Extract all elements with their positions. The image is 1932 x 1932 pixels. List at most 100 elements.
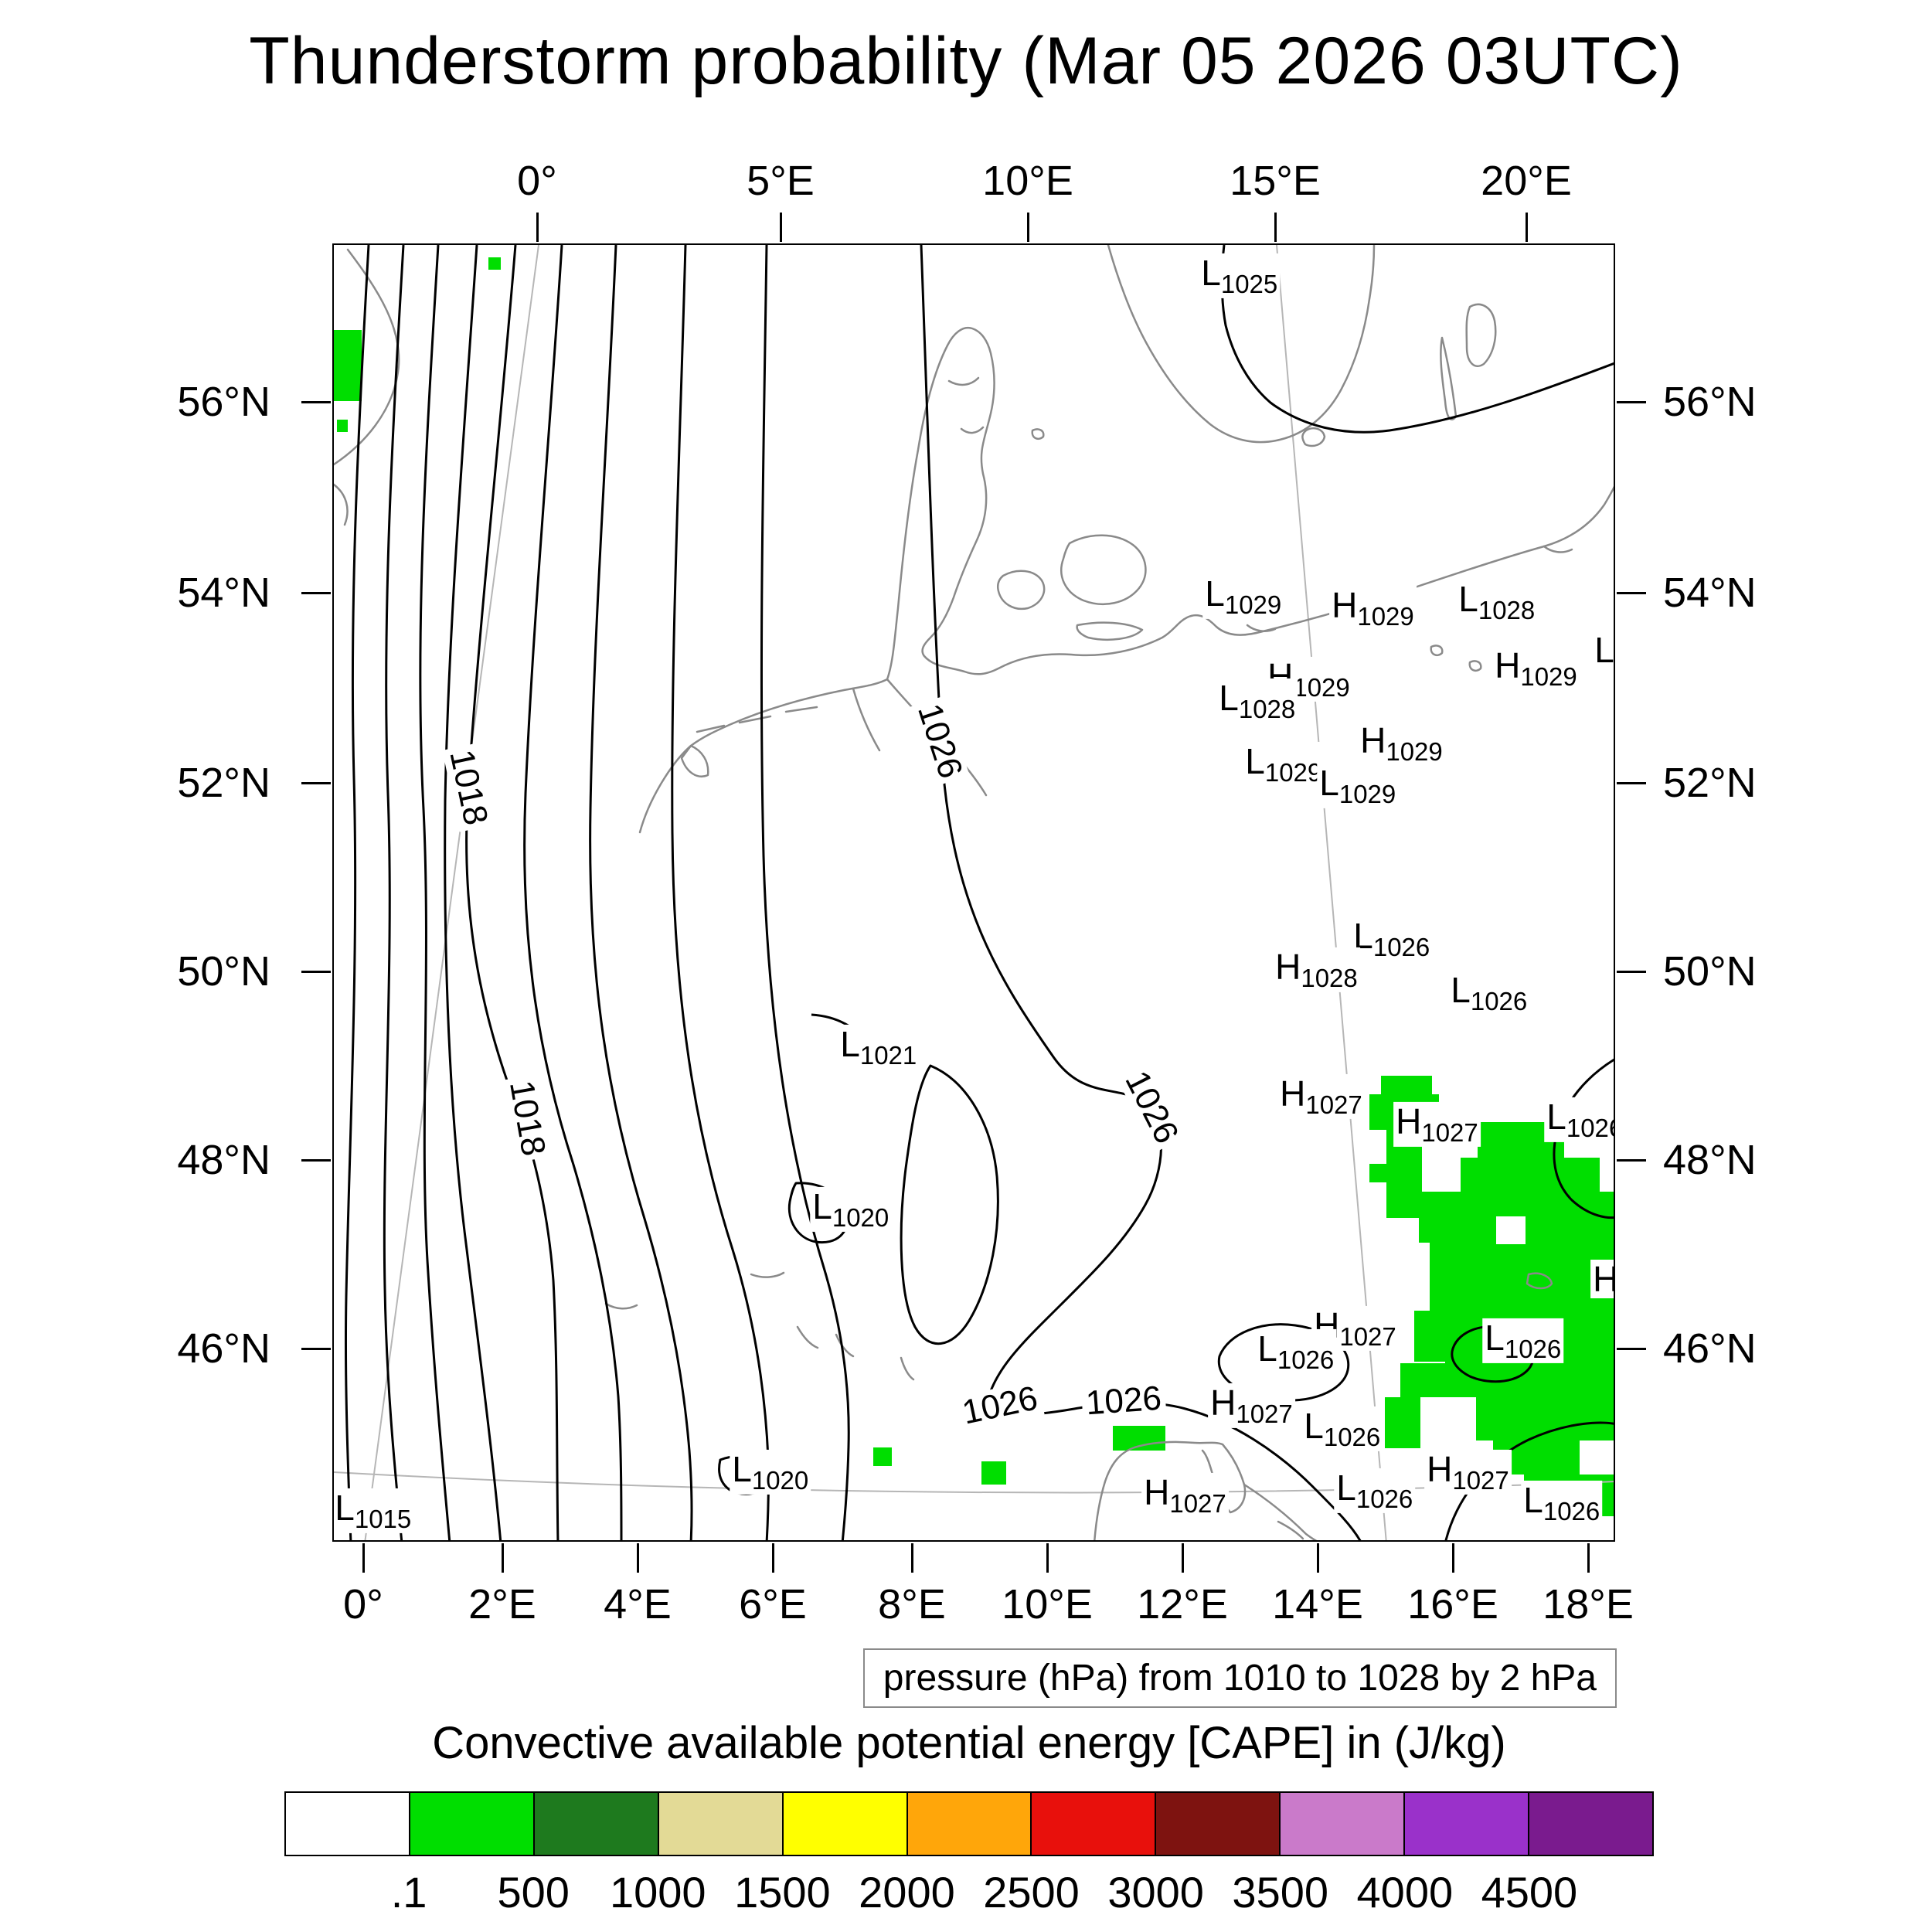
axis-tick xyxy=(771,1543,774,1573)
axis-tick xyxy=(301,781,331,784)
adriatic-east-coast xyxy=(1243,1483,1318,1540)
pressure-center-high: H1027 xyxy=(1208,1383,1295,1429)
colorbar-segment xyxy=(1156,1793,1281,1855)
pressure-center-low: L1028 xyxy=(1456,579,1538,625)
cape-cell xyxy=(334,330,362,401)
colorbar-tick-label: 2000 xyxy=(859,1868,955,1917)
pressure-center-low: L1026 xyxy=(1334,1468,1416,1514)
pressure-center-low: L1026 xyxy=(1351,916,1433,962)
axis-tick xyxy=(1046,1543,1049,1573)
axis-tick xyxy=(301,591,331,594)
axis-tick xyxy=(1617,591,1646,594)
adriatic-islands xyxy=(1277,1520,1304,1540)
pressure-center-low: L1015 xyxy=(334,1488,414,1534)
map-frame: 1018 1018 1026 1026 1026 1026 L1025 L1029 H1029… xyxy=(332,243,1615,1542)
cape-hole xyxy=(1496,1216,1526,1244)
axis-tick xyxy=(301,1158,331,1162)
anholt-island xyxy=(1031,428,1045,440)
pressure-center-low: L1026 xyxy=(1301,1406,1383,1452)
axis-tick xyxy=(910,1543,913,1573)
pressure-center-low: L1028 xyxy=(1216,678,1298,724)
colorbar-segment xyxy=(783,1793,908,1855)
parallel-45n xyxy=(334,1471,1614,1494)
axis-tick xyxy=(301,1347,331,1350)
pressure-center-high: H1029 xyxy=(1358,720,1445,767)
isobar-closed-mid xyxy=(900,1064,999,1345)
isobar-1012 xyxy=(383,245,405,1540)
right-axis-label: 52°N xyxy=(1663,760,1757,806)
cape-cell xyxy=(337,420,348,432)
axis-tick xyxy=(1617,970,1646,973)
krk-island xyxy=(1526,1272,1553,1290)
cape-cell xyxy=(873,1447,892,1466)
left-axis-label: 52°N xyxy=(177,760,270,806)
pressure-center-high: H1027 xyxy=(1424,1449,1512,1495)
axis-tick xyxy=(1617,1158,1646,1162)
ijsselmeer xyxy=(680,744,709,777)
colorbar-tick-label: 3000 xyxy=(1107,1868,1204,1917)
szczecin-lagoon xyxy=(1246,624,1277,632)
axis-tick xyxy=(779,213,782,242)
axis-tick xyxy=(501,1543,504,1573)
fyn-island xyxy=(997,570,1046,611)
axis-tick xyxy=(1617,400,1646,403)
isobar-topright xyxy=(1220,245,1614,434)
cape-colorbar xyxy=(284,1791,1654,1856)
lake-geneva xyxy=(604,1302,638,1310)
left-axis-label: 54°N xyxy=(177,570,270,616)
pressure-center-low: L1026 xyxy=(1448,970,1530,1016)
colorbar-tick-label: 500 xyxy=(497,1868,570,1917)
cape-cell xyxy=(1445,1192,1614,1243)
masurian-lake-2 xyxy=(1468,660,1482,672)
pressure-center-low: L1029 xyxy=(1317,763,1399,809)
right-axis-label: 56°N xyxy=(1663,379,1757,425)
colorbar-tick-label: 1000 xyxy=(609,1868,706,1917)
pressure-center-high: H1027 xyxy=(1393,1101,1481,1148)
isobar-right-edge-loop xyxy=(1553,1058,1614,1219)
isobar-1010 xyxy=(344,245,370,1540)
pressure-caption: pressure (hPa) from 1010 to 1028 by 2 hP… xyxy=(862,1648,1617,1708)
axis-tick xyxy=(301,970,331,973)
pressure-center-high: H1027 xyxy=(1141,1472,1229,1519)
cape-cell xyxy=(488,257,501,270)
chart-title: Thunderstorm probability (Mar 05 2026 03… xyxy=(249,24,1683,98)
cape-cell xyxy=(1461,1158,1600,1192)
top-axis-label: 15°E xyxy=(1230,158,1321,204)
axis-tick xyxy=(1451,1543,1454,1573)
colorbar-segment xyxy=(658,1793,784,1855)
cape-cell xyxy=(1400,1363,1448,1397)
cape-cell xyxy=(1369,1164,1422,1182)
top-axis-label: 0° xyxy=(517,158,557,204)
colorbar-segment xyxy=(410,1793,535,1855)
pressure-center-low: L1026 xyxy=(1255,1328,1337,1375)
axis-tick xyxy=(1181,1543,1184,1573)
top-axis-label: 5°E xyxy=(747,158,815,204)
top-axis-label: 10°E xyxy=(982,158,1073,204)
pressure-center-high: H1029 xyxy=(1492,645,1580,692)
left-axis-label: 46°N xyxy=(177,1325,270,1372)
wadden-islands xyxy=(696,706,818,733)
meridian-0e xyxy=(364,245,539,1540)
right-axis-label: 50°N xyxy=(1663,948,1757,995)
isobar-1014 xyxy=(419,245,451,1540)
bottom-axis-label: 14°E xyxy=(1272,1581,1363,1628)
bottom-axis-label: 16°E xyxy=(1407,1581,1498,1628)
cape-cell xyxy=(1386,1182,1422,1218)
pressure-center-low: L1025 xyxy=(1199,253,1281,299)
right-axis-label: 46°N xyxy=(1663,1325,1757,1372)
right-axis-label: 48°N xyxy=(1663,1137,1757,1183)
uk-east-coast-2 xyxy=(334,483,349,526)
pressure-center-low: L1026 xyxy=(1521,1480,1603,1526)
colorbar-segment xyxy=(1529,1793,1652,1855)
isobar-1016 xyxy=(444,245,502,1540)
right-axis-label: 54°N xyxy=(1663,570,1757,616)
limfjord xyxy=(947,376,980,386)
axis-tick xyxy=(1316,1543,1319,1573)
colorbar-segment xyxy=(1405,1793,1530,1855)
map-plot-area: 1018 1018 1026 1026 1026 1026 L1025 L1029 H1029… xyxy=(334,245,1614,1540)
axis-tick xyxy=(1617,781,1646,784)
axis-tick xyxy=(1587,1543,1590,1573)
cape-colorbar-labels: .1 500 1000 1500 2000 2500 3000 3500 4000 4500 xyxy=(284,1867,1654,1921)
pressure-centers-layer: L1025L1029H1029L1028H1029L1028H1029L1028… xyxy=(334,245,1614,1540)
